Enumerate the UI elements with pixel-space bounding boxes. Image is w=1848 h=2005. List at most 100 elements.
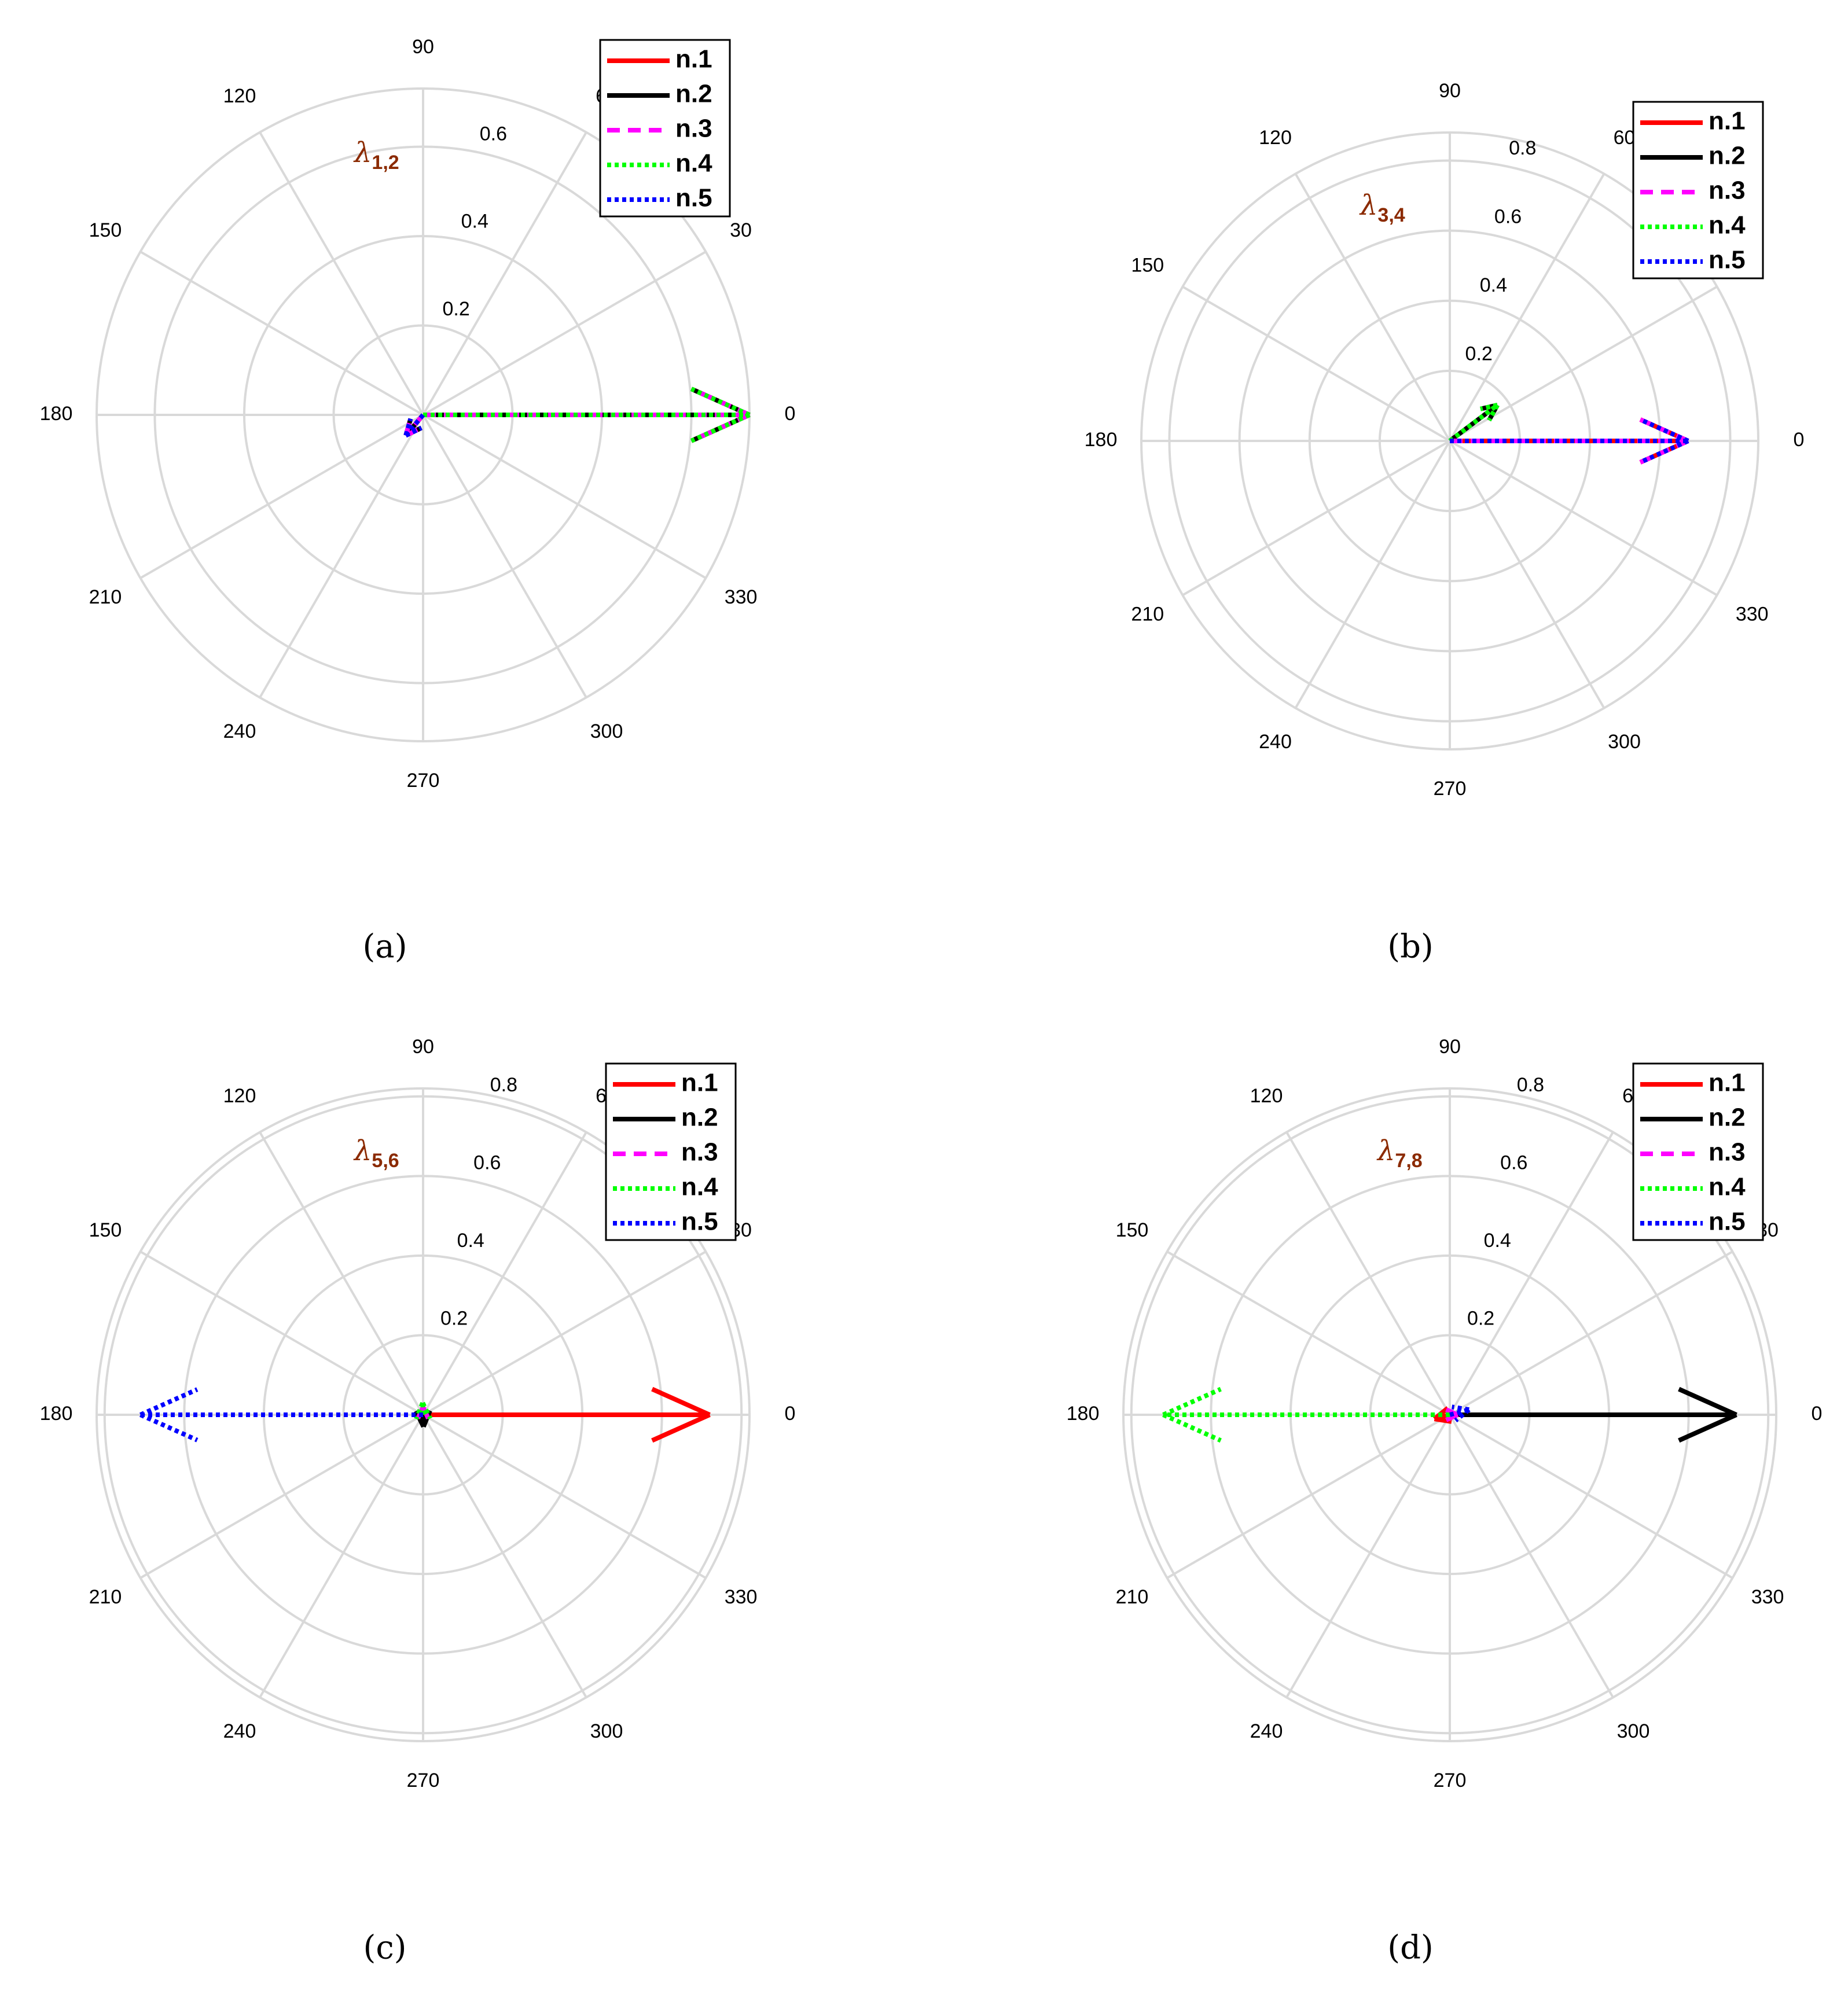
theta-tick-label: 270 (1434, 1769, 1467, 1791)
theta-tick-label: 240 (223, 720, 256, 742)
grid-spoke (422, 1131, 587, 1415)
theta-tick-label: 330 (1736, 603, 1769, 625)
r-tick-label: 0.6 (1500, 1152, 1527, 1173)
r-tick-label: 0.4 (461, 211, 488, 233)
grid-spoke (1449, 1250, 1733, 1416)
legend: n.1 n.2 n.3 n.4 n.5 (605, 1062, 737, 1241)
grid-spoke (422, 414, 587, 698)
theta-tick-label: 90 (412, 36, 434, 58)
theta-tick-label: 0 (785, 403, 796, 425)
panel-caption: (a) (362, 928, 407, 966)
theta-tick-label: 240 (1259, 731, 1292, 753)
grid-spoke (1449, 1131, 1614, 1415)
theta-tick-label: 150 (89, 1219, 122, 1241)
r-tick-label: 0.8 (1517, 1074, 1544, 1096)
theta-tick-label: 270 (1434, 778, 1467, 800)
grid-spoke (259, 414, 424, 698)
grid-spoke (259, 1414, 424, 1698)
arrow-head-n2 (1678, 1386, 1737, 1417)
panel-caption: (d) (1387, 1929, 1434, 1967)
theta-tick-label: 90 (1439, 1036, 1461, 1058)
r-tick-label: 0.4 (457, 1230, 484, 1252)
arrow-head-n4 (690, 413, 751, 443)
grid-spoke (1285, 1414, 1451, 1698)
theta-tick-label: 180 (40, 403, 73, 425)
theta-tick-label: 210 (1116, 1586, 1149, 1608)
lambda-label: λ7,8 (1376, 1135, 1423, 1172)
r-tick-label: 0.8 (490, 1074, 517, 1096)
theta-tick-label: 330 (725, 1586, 758, 1608)
theta-tick-label: 210 (1131, 603, 1164, 625)
legend-label: n.5 (675, 184, 712, 212)
polar-panel-c: 03060901201501802102402703003300.20.40.6… (40, 1036, 796, 1967)
grid-spoke (1182, 440, 1450, 597)
theta-tick-label: 300 (1608, 731, 1641, 753)
theta-tick-label: 300 (590, 1720, 623, 1742)
legend-label: n.3 (1709, 176, 1746, 205)
arrow-head-n4 (1162, 1386, 1222, 1417)
legend-label: n.3 (1709, 1138, 1746, 1167)
legend-box (599, 39, 731, 218)
grid-spoke (1449, 1414, 1733, 1579)
legend-label: n.1 (681, 1069, 718, 1097)
grid-spoke (1294, 440, 1451, 709)
arrow-shaft-n4 (1448, 403, 1499, 443)
r-tick-label: 0.6 (1494, 206, 1522, 228)
grid-spoke (139, 1250, 424, 1416)
theta-tick-label: 180 (40, 1403, 73, 1425)
r-tick-label: 0.2 (1465, 343, 1493, 365)
legend-label: n.4 (1709, 1173, 1746, 1201)
arrow-head-n5 (1639, 439, 1689, 465)
polar-panel-b: 03060901201501802102402703003300.20.40.6… (1085, 80, 1805, 966)
grid-spoke (422, 1414, 587, 1698)
theta-tick-label: 210 (89, 586, 122, 608)
arrow-head-n5 (1639, 417, 1689, 443)
grid-spoke (139, 414, 424, 579)
arrow-head-n5 (139, 1412, 199, 1443)
theta-tick-label: 270 (407, 770, 440, 792)
theta-tick-label: 180 (1067, 1403, 1100, 1425)
arrow-head-n4 (1162, 1412, 1222, 1443)
theta-tick-label: 330 (725, 586, 758, 608)
polar-panel-d: 03060901201501802102402703003300.20.40.6… (1067, 1036, 1823, 1967)
legend-label: n.1 (1709, 1069, 1746, 1097)
lambda-label: λ1,2 (353, 137, 399, 174)
theta-tick-label: 240 (1250, 1720, 1283, 1742)
theta-tick-label: 180 (1085, 429, 1118, 451)
arrow-head-n5 (403, 418, 413, 436)
grid-spoke (139, 1414, 424, 1579)
grid-spoke (1166, 1250, 1450, 1416)
arrow-head-n3 (1441, 1412, 1459, 1424)
theta-tick-label: 90 (1439, 80, 1461, 102)
theta-tick-label: 60 (1614, 127, 1636, 149)
arrow-head-n2 (1678, 1412, 1737, 1443)
legend: n.1 n.2 n.3 n.4 n.5 (1632, 101, 1764, 279)
grid-spoke (1182, 285, 1450, 442)
theta-tick-label: 150 (1116, 1219, 1149, 1241)
legend-label: n.2 (681, 1103, 718, 1132)
legend-label: n.2 (675, 80, 712, 108)
grid-spoke (1449, 173, 1605, 442)
theta-tick-label: 30 (730, 219, 752, 241)
theta-tick-label: 150 (1131, 254, 1164, 276)
theta-tick-label: 90 (412, 1036, 434, 1058)
grid-spoke (139, 251, 424, 416)
legend-label: n.2 (1709, 1103, 1746, 1132)
theta-tick-label: 0 (1812, 1403, 1823, 1425)
theta-tick-label: 300 (590, 720, 623, 742)
legend-label: n.3 (681, 1138, 718, 1167)
legend-label: n.4 (681, 1173, 718, 1201)
theta-tick-label: 120 (1250, 1085, 1283, 1107)
theta-tick-label: 0 (785, 1403, 796, 1425)
grid-spoke (422, 131, 587, 416)
grid-spoke (259, 1131, 424, 1415)
theta-tick-label: 120 (1259, 127, 1292, 149)
lambda-label: λ3,4 (1359, 189, 1405, 226)
legend-label: n.3 (675, 115, 712, 143)
grid-spoke (1166, 1414, 1450, 1579)
theta-tick-label: 300 (1617, 1720, 1650, 1742)
legend-label: n.4 (1709, 211, 1746, 240)
r-tick-label: 0.6 (480, 123, 507, 145)
